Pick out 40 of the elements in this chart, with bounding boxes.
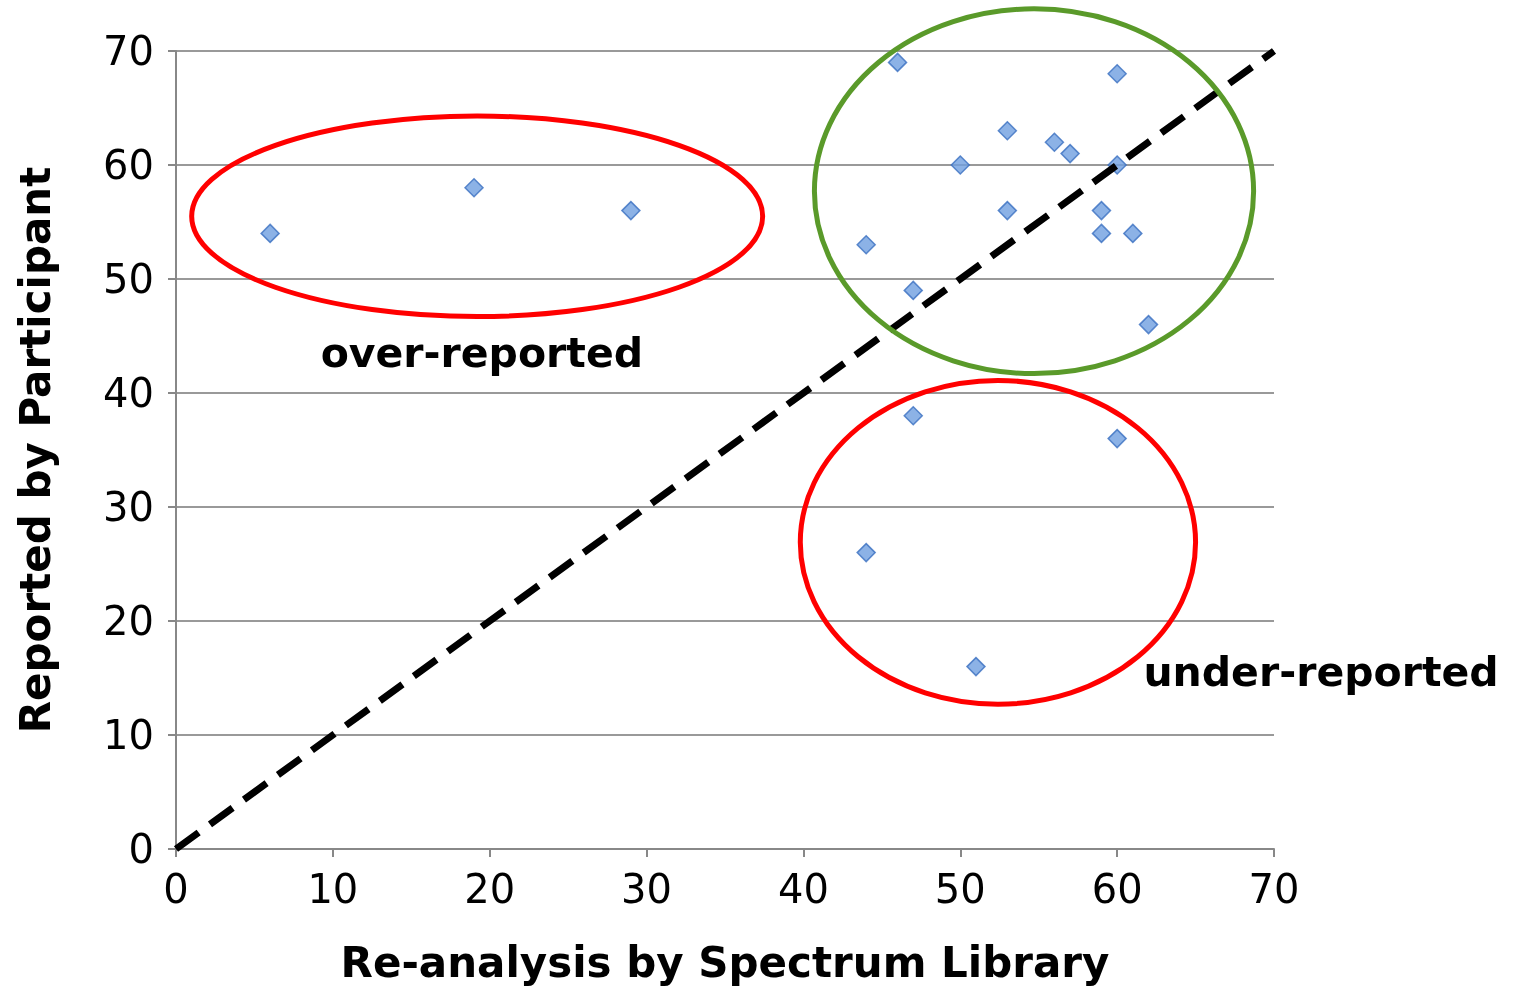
x-tick-label: 30: [621, 866, 673, 912]
annotation: under-reported: [1143, 648, 1499, 697]
x-axis-title: Re-analysis by Spectrum Library: [340, 937, 1110, 987]
x-tick-label: 70: [1248, 866, 1300, 912]
x-tick-label: 60: [1091, 866, 1143, 912]
point: [1138, 314, 1159, 335]
point: [1091, 200, 1112, 221]
point: [464, 178, 484, 198]
point: [1107, 428, 1127, 449]
x-tick-label: 40: [777, 866, 829, 912]
point: [1123, 223, 1143, 244]
point: [997, 200, 1018, 221]
y-tick-label: 70: [103, 28, 154, 74]
point: [997, 121, 1018, 141]
point: [856, 542, 876, 563]
point: [903, 280, 923, 301]
point: [903, 406, 923, 426]
y-tick-label: 50: [103, 256, 154, 302]
y-tick-label: 20: [103, 598, 154, 644]
y-tick-label: 10: [103, 712, 154, 758]
x-tick-label: 50: [934, 866, 986, 912]
point: [1107, 64, 1127, 84]
y-tick-label: 0: [128, 826, 154, 872]
point: [621, 200, 641, 221]
point: [856, 235, 876, 255]
y-tick-label: 40: [103, 370, 154, 416]
point: [966, 656, 986, 677]
x-tick-label: 20: [464, 866, 516, 912]
point: [1060, 143, 1080, 164]
point: [1044, 132, 1065, 152]
x-tick-label: 0: [163, 866, 189, 912]
point: [887, 52, 908, 73]
y-tick-label: 30: [103, 484, 154, 530]
y-tick-label: 60: [103, 142, 154, 188]
x-tick-label: 10: [307, 866, 359, 912]
annotation: over-reported: [320, 329, 644, 378]
point: [950, 155, 971, 175]
y-axis-title: Reported by Participant: [10, 166, 60, 734]
point: [260, 223, 280, 244]
point: [1091, 223, 1112, 244]
